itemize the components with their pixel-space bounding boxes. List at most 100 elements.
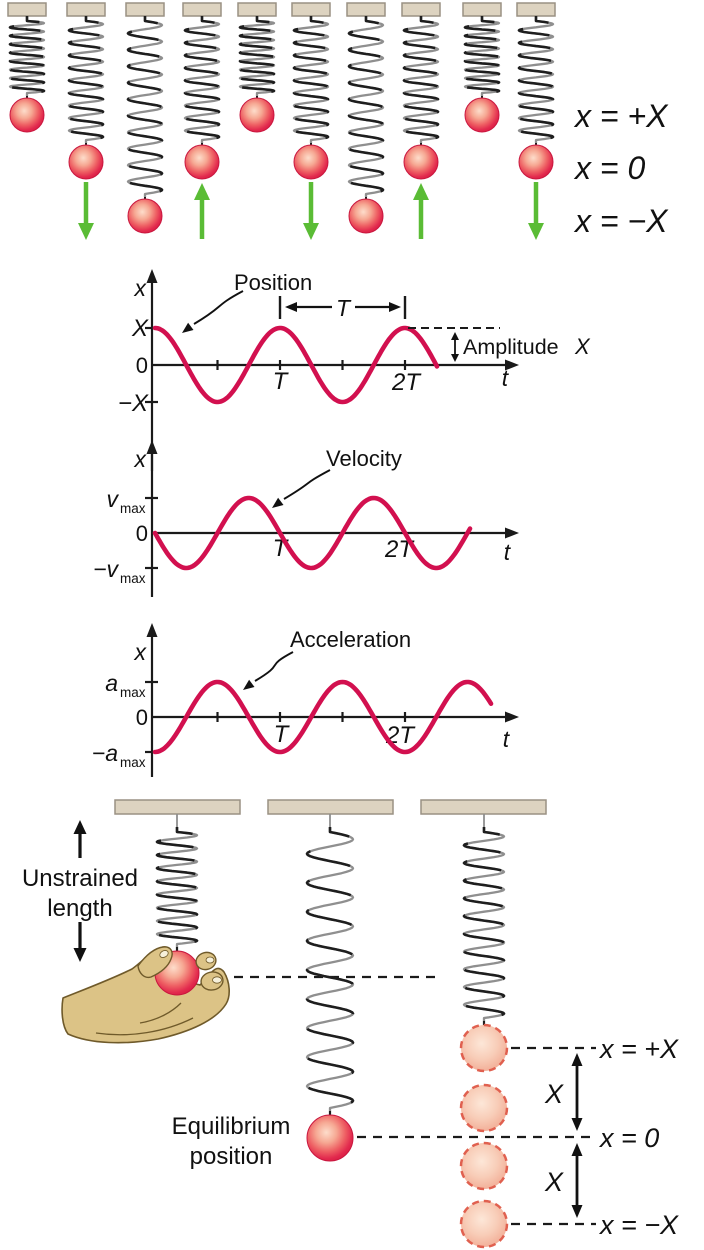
position-xtick-T: T <box>273 368 290 395</box>
snapshot-8-velocity-arrow-up-head <box>413 183 429 200</box>
acceleration-y-axis-symbol: x <box>134 639 148 665</box>
snapshot-5-spring <box>238 16 276 96</box>
snapshot-3-mass-ball <box>127 198 163 234</box>
bottom-ceiling-mount-2 <box>267 799 394 815</box>
acceleration-ytick-bottom: −a <box>92 740 118 766</box>
position-xtick-2T: 2T <box>391 369 422 396</box>
bottom-label-plus-x: x = +X <box>598 1034 679 1064</box>
velocity-curve <box>152 495 473 571</box>
ghost-mass-ball-2 <box>459 1083 509 1133</box>
lower-x-displacement-arrow-head <box>571 1143 583 1156</box>
acceleration-ytick-top: a <box>105 670 118 696</box>
lower-x-displacement-arrow-head <box>571 1205 583 1218</box>
acceleration-callout-arrow-head <box>243 679 255 690</box>
unstrained-length-label-1: Unstrained <box>22 865 138 892</box>
bottom-ceiling-mount-1 <box>114 799 241 815</box>
snapshot-10-ceiling-mount <box>516 2 556 17</box>
displacement-label-plus-x: x = +X <box>573 98 669 134</box>
snapshot-3-ceiling-mount <box>125 2 165 17</box>
acceleration-xtick-T: T <box>274 721 291 748</box>
snapshot-10-velocity-arrow-down-head <box>528 223 544 240</box>
upper-x-displacement-arrow-head <box>571 1118 583 1131</box>
acceleration-y-axis-arrowhead <box>146 623 158 637</box>
amplitude-mark-lower-label: X <box>544 1167 564 1197</box>
snapshot-10-spring <box>517 16 555 143</box>
acceleration-title: Acceleration <box>290 627 411 652</box>
snapshot-2-ceiling-mount <box>66 2 106 17</box>
snapshot-7-ceiling-mount <box>346 2 386 17</box>
position-x-axis-symbol: t <box>502 365 510 391</box>
snapshot-3-spring <box>126 16 164 197</box>
position-callout-arrow-head <box>182 322 194 333</box>
amplitude-symbol: X <box>574 334 591 359</box>
unstrained-arrow-up-head <box>73 820 87 834</box>
snapshot-4-spring <box>183 16 221 143</box>
snapshot-8-spring <box>402 16 440 143</box>
snapshot-6-spring <box>292 16 330 143</box>
period-arrow-left-head <box>285 302 297 312</box>
bottom-label-minus-x: x = −X <box>598 1210 679 1240</box>
displacement-label-zero: x = 0 <box>573 150 645 186</box>
velocity-callout-arrow-head <box>272 497 284 508</box>
acceleration-callout-arrow-line <box>254 651 294 682</box>
snapshot-10-mass-ball <box>518 144 554 180</box>
snapshot-2-mass-ball <box>68 144 104 180</box>
equilibrium-label-2: position <box>190 1143 273 1170</box>
position-curve <box>152 325 440 405</box>
position-title: Position <box>234 270 312 295</box>
ghost-mass-ball-1 <box>459 1023 509 1073</box>
ghost-mass-ball-4 <box>459 1199 509 1249</box>
snapshot-8-mass-ball <box>403 144 439 180</box>
snapshot-9-mass-ball <box>464 97 500 133</box>
upper-x-displacement-arrow-head <box>571 1053 583 1066</box>
snapshot-6-ceiling-mount <box>291 2 331 17</box>
unstrained-length-label-2: length <box>47 895 112 922</box>
period-label: T <box>336 295 352 321</box>
velocity-ytick-zero: 0 <box>136 521 148 546</box>
position-t-axis-arrowhead <box>505 359 519 371</box>
position-graph: x X 0 −X Position T T 2T t Amplitude X <box>118 269 591 471</box>
bottom-spring-2 <box>305 827 355 1111</box>
period-arrow-right-head <box>389 302 401 312</box>
acceleration-curve <box>152 679 494 755</box>
position-ytick-bottom: −X <box>118 390 149 417</box>
acceleration-t-axis-arrowhead <box>505 711 519 723</box>
amplitude-word: Amplitude <box>463 335 559 359</box>
snapshot-4-velocity-arrow-up-head <box>194 183 210 200</box>
snapshot-9-ceiling-mount <box>462 2 502 17</box>
snapshot-6-velocity-arrow-down-head <box>303 223 319 240</box>
snapshot-9-spring <box>463 16 501 96</box>
acceleration-x-axis-symbol: t <box>503 726 511 752</box>
position-y-axis-symbol: x <box>134 275 148 301</box>
bottom-label-zero: x = 0 <box>598 1123 659 1153</box>
thumb-fingernail <box>159 950 169 958</box>
velocity-ytick-top-sub: max <box>120 501 146 516</box>
amplitude-double-arrow-head <box>451 354 459 362</box>
displacement-label-minus-x: x = −X <box>573 203 669 239</box>
acceleration-ytick-top-sub: max <box>120 685 146 700</box>
snapshot-4-mass-ball <box>184 144 220 180</box>
fingernail <box>205 956 215 964</box>
position-ytick-top: X <box>131 315 149 342</box>
snapshot-2-spring <box>67 16 105 143</box>
snapshot-1-spring <box>8 16 46 96</box>
hand-crease <box>139 1002 182 1024</box>
bottom-spring-1 <box>155 827 199 947</box>
hand-crease <box>95 1017 194 1036</box>
ghost-mass-ball-3 <box>459 1141 509 1191</box>
velocity-graph: x v max 0 −v max Velocity T 2T t <box>93 440 519 597</box>
velocity-y-axis-arrowhead <box>146 440 158 454</box>
amplitude-double-arrow-head <box>451 332 459 340</box>
amplitude-mark-upper-label: X <box>544 1079 564 1109</box>
velocity-y-axis-symbol: x <box>134 446 148 472</box>
snapshot-6-mass-ball <box>293 144 329 180</box>
velocity-x-axis-symbol: t <box>504 539 512 565</box>
acceleration-ytick-zero: 0 <box>136 705 148 730</box>
acceleration-ytick-bottom-sub: max <box>120 755 146 770</box>
fingernail <box>212 976 222 984</box>
velocity-t-axis-arrowhead <box>505 527 519 539</box>
position-ytick-zero: 0 <box>136 353 148 378</box>
velocity-ytick-top: v <box>107 486 120 512</box>
snapshot-7-mass-ball <box>348 198 384 234</box>
